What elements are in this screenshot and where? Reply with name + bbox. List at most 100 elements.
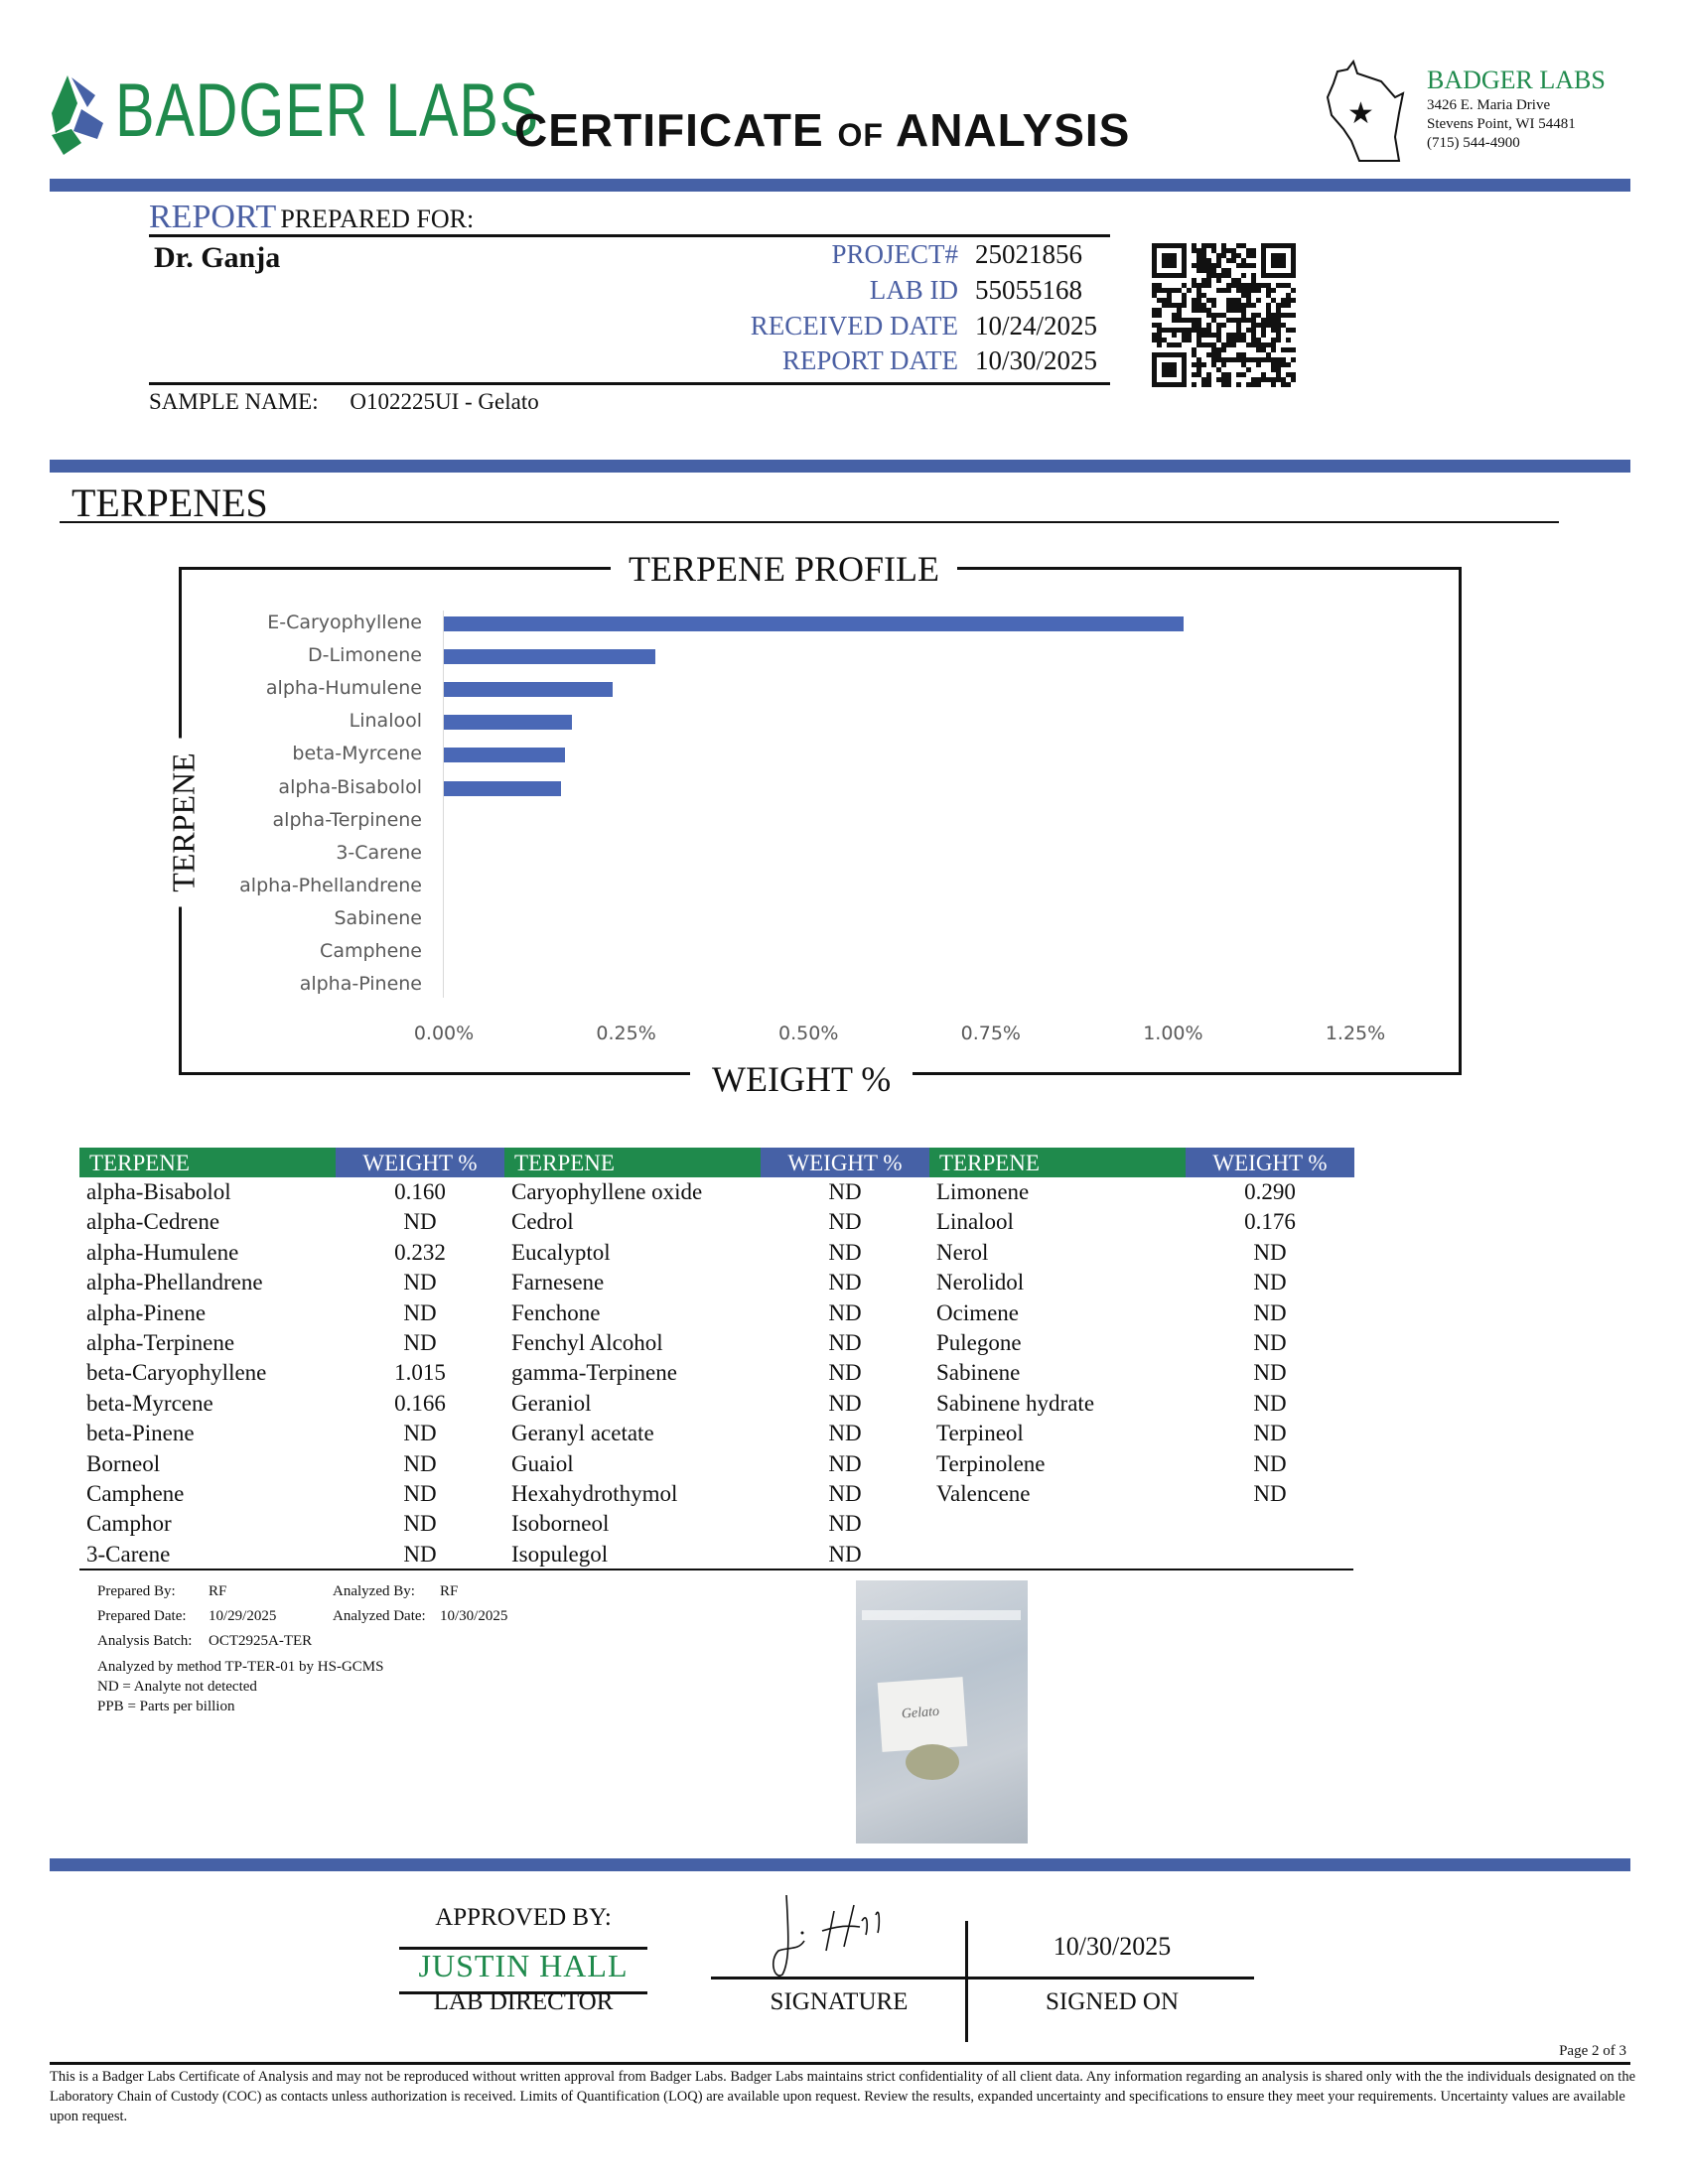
signed-on-label: SIGNED ON (1045, 1988, 1180, 2015)
table-row: Guaiol ND (504, 1449, 929, 1479)
divider (399, 1991, 647, 1994)
table-bottom-rule (79, 1569, 1353, 1570)
terpene-weight: ND (828, 1299, 862, 1325)
chart-category-label: alpha-Terpinene (272, 808, 422, 831)
terpene-weight: ND (828, 1421, 862, 1446)
prepared-by-value: RF (209, 1583, 227, 1599)
table-row: alpha-Cedrene ND (79, 1207, 504, 1237)
table-row: Fenchone ND (504, 1298, 929, 1328)
analyzed-date-label: Analyzed Date: (333, 1608, 426, 1624)
title-of: OF (837, 117, 884, 153)
qr-code[interactable] (1152, 243, 1296, 387)
terpene-name: alpha-Phellandrene (86, 1270, 263, 1296)
chart-category-label: Linalool (349, 710, 422, 733)
terpene-name: Camphor (86, 1511, 172, 1537)
terpene-name: Geraniol (511, 1390, 592, 1416)
title-certificate: CERTIFICATE (514, 104, 824, 156)
table-header: TERPENE WEIGHT % (504, 1148, 929, 1177)
terpene-name: Terpinolene (936, 1450, 1046, 1476)
terpene-name: Limonene (936, 1179, 1030, 1204)
terpene-name: Pulegone (936, 1329, 1022, 1355)
terpene-weight: ND (403, 1270, 437, 1296)
signed-date: 10/30/2025 (1053, 1932, 1172, 1961)
terpene-name: Sabinene hydrate (936, 1390, 1095, 1416)
chart-category-label: Camphene (320, 940, 422, 962)
terpene-weight: 1.015 (394, 1360, 446, 1386)
terpene-name: Caryophyllene oxide (511, 1179, 703, 1204)
terpene-name: Guaiol (511, 1450, 574, 1476)
chart-x-tick-label: 0.50% (778, 1023, 839, 1044)
signature-line (711, 1977, 1254, 1979)
terpene-name: Nerol (936, 1239, 989, 1265)
chart-category-label: alpha-Humulene (265, 677, 422, 700)
header-weight: WEIGHT % (1186, 1148, 1354, 1177)
table-row: alpha-Humulene 0.232 (79, 1238, 504, 1268)
terpene-weight: ND (828, 1209, 862, 1235)
approver-role: LAB DIRECTOR (433, 1988, 614, 2015)
bag-zipper (862, 1610, 1021, 1620)
sample-name-row: SAMPLE NAME: O102225UI - Gelato (149, 389, 539, 415)
address-lab-name: BADGER LABS (1427, 66, 1606, 94)
sample-label-handwriting: Gelato (901, 1704, 940, 1722)
chart-bar (444, 715, 573, 731)
client-name: Dr. Ganja (154, 241, 281, 274)
header-terpene: TERPENE (79, 1148, 336, 1177)
chart-bar (444, 649, 655, 665)
logo-text: BADGER LABS (115, 68, 539, 153)
terpene-weight: ND (1253, 1329, 1287, 1355)
table-row: Limonene 0.290 (929, 1177, 1354, 1207)
field-value: 10/30/2025 (975, 345, 1098, 375)
terpene-weight: ND (828, 1450, 862, 1476)
terpene-name: Cedrol (511, 1209, 574, 1235)
terpene-name: Borneol (86, 1450, 161, 1476)
table-row: Caryophyllene oxide ND (504, 1177, 929, 1207)
table-row: alpha-Terpinene ND (79, 1328, 504, 1358)
table-row: Terpineol ND (929, 1419, 1354, 1448)
field-label: PROJECT# (831, 239, 958, 269)
analysis-batch-value: OCT2925A-TER (209, 1633, 313, 1649)
report-heading-report: REPORT (149, 199, 277, 235)
terpene-weight: ND (828, 1511, 862, 1537)
footer-divider (50, 1858, 1630, 1871)
results-column-3: TERPENE WEIGHT % Limonene 0.290 Linalool 0.17… (929, 1148, 1354, 1509)
report-heading-prepared: PREPARED FOR: (280, 205, 475, 233)
table-row: Farnesene ND (504, 1268, 929, 1297)
terpene-name: Terpineol (936, 1421, 1024, 1446)
disclaimer: This is a Badger Labs Certificate of Ana… (50, 2069, 1636, 2124)
table-row: alpha-Phellandrene ND (79, 1268, 504, 1297)
terpene-name: gamma-Terpinene (511, 1360, 677, 1386)
table-row: beta-Caryophyllene 1.015 (79, 1358, 504, 1388)
chart-x-axis-label: WEIGHT % (690, 1058, 914, 1100)
wisconsin-map-icon: ★ (1326, 59, 1405, 162)
signature-label: SIGNATURE (770, 1988, 909, 2015)
chart-category-label: alpha-Pinene (299, 973, 422, 996)
table-row: Sabinene ND (929, 1358, 1354, 1388)
terpene-weight: 0.232 (394, 1239, 446, 1265)
table-row: Nerolidol ND (929, 1268, 1354, 1297)
report-heading: REPORT PREPARED FOR: (149, 199, 474, 236)
signature-divider (965, 1921, 968, 2042)
field-label: REPORT DATE (781, 345, 958, 375)
table-row: alpha-Pinene ND (79, 1298, 504, 1328)
chart-x-tick-label: 1.00% (1143, 1023, 1203, 1044)
table-row: beta-Pinene ND (79, 1419, 504, 1448)
chart-category-label: beta-Myrcene (292, 743, 422, 765)
terpene-weight: ND (403, 1329, 437, 1355)
prepared-date-label: Prepared Date: (97, 1608, 187, 1624)
nd-note: ND = Analyte not detected (97, 1679, 257, 1695)
chart-category-label: D-Limonene (308, 644, 422, 667)
table-row: Camphor ND (79, 1509, 504, 1539)
terpene-weight: ND (828, 1239, 862, 1265)
chart-bar (444, 748, 565, 763)
field-label: LAB ID (869, 275, 958, 305)
terpene-name: Fenchone (511, 1299, 601, 1325)
terpene-weight: ND (1253, 1299, 1287, 1325)
prepared-date-value: 10/29/2025 (209, 1608, 277, 1624)
table-row: Linalool 0.176 (929, 1207, 1354, 1237)
chart-category-label: alpha-Bisabolol (278, 775, 422, 798)
terpene-weight: ND (403, 1480, 437, 1506)
terpene-weight: ND (828, 1270, 862, 1296)
terpene-weight: ND (828, 1179, 862, 1204)
terpene-weight: ND (1253, 1270, 1287, 1296)
approver-name: JUSTIN HALL (418, 1948, 629, 1983)
